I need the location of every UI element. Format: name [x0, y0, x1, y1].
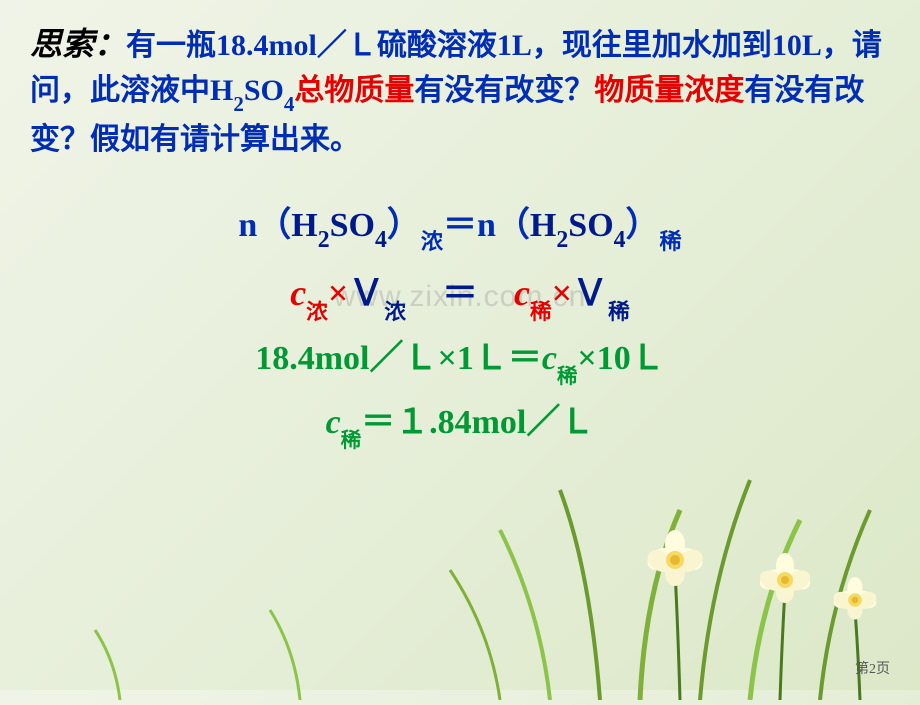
- eq1-dil: 稀: [660, 229, 682, 254]
- eq1-eq: ＝n（: [443, 207, 530, 244]
- q-red2: 物质量浓度: [594, 74, 744, 107]
- equation-2: c浓×Ｖ浓 ＝ c稀×Ｖ稀: [30, 268, 890, 321]
- eq2-vsub1: 浓: [384, 300, 406, 324]
- eq2-c1: c: [290, 273, 306, 313]
- eq2-v2: Ｖ: [572, 273, 608, 313]
- equations: n（H2SO4）浓＝n（H2SO4）稀 c浓×Ｖ浓 ＝ c稀×Ｖ稀 18.4mo…: [30, 202, 890, 450]
- eq1-so: SO: [330, 207, 375, 244]
- eq2-x2: ×: [552, 273, 573, 313]
- q-formula-so: SO: [244, 74, 284, 107]
- equation-3: 18.4mol／Ｌ×1Ｌ＝c稀×10Ｌ: [30, 335, 890, 385]
- q-formula-h: H: [210, 74, 233, 107]
- flower-decoration: [0, 450, 920, 700]
- q-sub2: 4: [284, 92, 295, 116]
- eq2-sub1: 浓: [306, 300, 328, 324]
- eq1-h: H: [291, 207, 317, 244]
- question-text: 思索：有一瓶18.4mol／Ｌ硫酸溶液1L，现往里加水加到10L，请问，此溶液中…: [30, 20, 890, 162]
- eq1-s3: 2: [556, 227, 568, 253]
- eq4-c: c: [326, 404, 341, 441]
- equation-4: c稀＝１.84mol／Ｌ: [30, 399, 890, 449]
- eq2-x1: ×: [328, 273, 349, 313]
- eq1-n1: n（: [238, 207, 291, 244]
- equation-1: n（H2SO4）浓＝n（H2SO4）稀: [30, 202, 890, 254]
- eq4-t: ＝１.84mol／Ｌ: [361, 404, 594, 441]
- eq4-sub: 稀: [341, 430, 361, 452]
- eq2-c2: c: [514, 273, 530, 313]
- eq1-close1: ）: [387, 207, 421, 244]
- eq2-eq: ＝: [406, 273, 514, 313]
- eq2-vsub2: 稀: [608, 300, 630, 324]
- eq2-v1: Ｖ: [348, 273, 384, 313]
- eq3-sub: 稀: [557, 366, 577, 388]
- question-label: 思索：: [30, 26, 126, 62]
- eq1-s4: 4: [614, 227, 626, 253]
- eq3-c: c: [542, 340, 557, 377]
- q-part2: 有没有改变？: [414, 74, 594, 107]
- page-number: 第2页: [855, 658, 890, 678]
- q-sub1: 2: [233, 92, 244, 116]
- eq2-sub2: 稀: [530, 300, 552, 324]
- eq1-conc: 浓: [421, 229, 443, 254]
- eq1-h2: H: [530, 207, 556, 244]
- eq1-close2: ）: [626, 207, 660, 244]
- eq3-t2: ×10Ｌ: [577, 340, 664, 377]
- eq1-so2: SO: [568, 207, 613, 244]
- eq1-s1: 2: [318, 227, 330, 253]
- eq3-t1: 18.4mol／Ｌ×1Ｌ＝: [255, 340, 542, 377]
- q-red1: 总物质量: [294, 74, 414, 107]
- slide-content: 思索：有一瓶18.4mol／Ｌ硫酸溶液1L，现往里加水加到10L，请问，此溶液中…: [0, 0, 920, 450]
- eq1-s2: 4: [375, 227, 387, 253]
